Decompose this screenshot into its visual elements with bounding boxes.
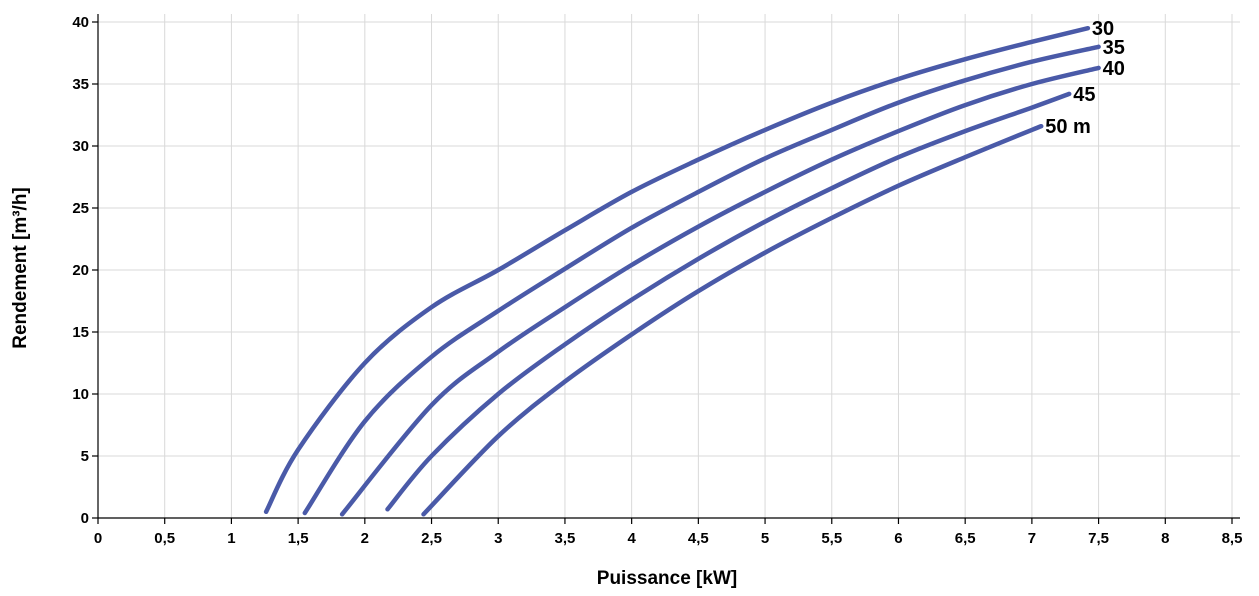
y-tick-label: 30	[72, 138, 89, 155]
series-line	[421, 123, 1044, 517]
x-tick-label: 7	[1028, 530, 1036, 547]
y-tick-label: 5	[81, 448, 89, 465]
series-label: 45	[1073, 84, 1095, 106]
axes	[92, 14, 1240, 524]
x-tick-label: 4,5	[688, 530, 709, 547]
x-axis-title: Puissance [kW]	[597, 568, 737, 589]
series-line	[302, 44, 1101, 516]
y-tick-label: 10	[72, 386, 89, 403]
series-label: 40	[1103, 58, 1125, 80]
y-axis-title: Rendement [m³/h]	[10, 187, 31, 349]
x-tick-label: 7,5	[1088, 530, 1109, 547]
series-label: 35	[1103, 37, 1125, 59]
x-tick-label: 4	[627, 530, 636, 547]
y-tick-label: 25	[72, 200, 89, 217]
tick-labels: 0 0,5 1 1,5 2 2,5 3 3,5 4 4,5 5 5,5 6 6,5 7 7,5 8 8,5 0 5 10…	[72, 14, 1242, 547]
y-tick-label: 0	[81, 510, 89, 527]
x-tick-label: 1,5	[288, 530, 309, 547]
series-line	[339, 65, 1101, 517]
x-tick-label: 0,5	[154, 530, 175, 547]
y-tick-label: 15	[72, 324, 89, 341]
grid-lines	[98, 14, 1240, 518]
x-tick-label: 2,5	[421, 530, 442, 547]
series-line	[263, 25, 1091, 515]
y-tick-label: 20	[72, 262, 89, 279]
y-tick-label: 35	[72, 76, 89, 93]
series-label: 50 m	[1045, 116, 1091, 138]
x-tick-label: 6	[894, 530, 902, 547]
x-tick-label: 5	[761, 530, 769, 547]
x-tick-label: 3	[494, 530, 502, 547]
series-lines	[263, 25, 1101, 517]
x-tick-label: 1	[227, 530, 235, 547]
y-tick-label: 40	[72, 14, 89, 31]
series-line	[385, 91, 1072, 512]
x-tick-label: 0	[94, 530, 102, 547]
x-tick-label: 3,5	[555, 530, 576, 547]
x-tick-label: 6,5	[955, 530, 976, 547]
series-label: 30	[1092, 18, 1114, 40]
x-tick-label: 8,5	[1222, 530, 1243, 547]
x-tick-label: 2	[361, 530, 369, 547]
x-tick-label: 8	[1161, 530, 1169, 547]
x-tick-label: 5,5	[821, 530, 842, 547]
